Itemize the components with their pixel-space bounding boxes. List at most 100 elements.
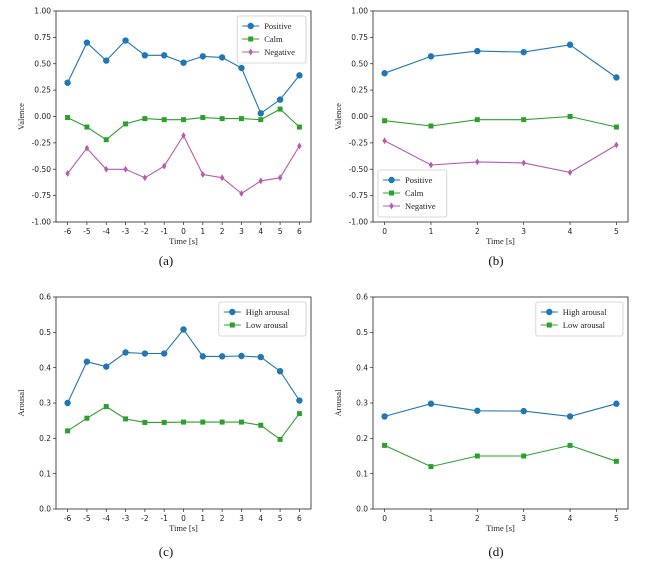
x-axis-label: Time [s] xyxy=(169,236,198,246)
x-tick-label: 2 xyxy=(220,227,225,236)
y-tick-label: 0.5 xyxy=(356,328,368,337)
x-tick-label: 6 xyxy=(297,514,302,523)
data-point xyxy=(258,117,264,123)
y-tick-label: 0.1 xyxy=(39,469,51,478)
y-tick-label: 0.5 xyxy=(39,328,51,337)
y-tick-label: -0.50 xyxy=(32,165,52,174)
data-point xyxy=(474,453,480,459)
x-tick-label: 5 xyxy=(278,514,283,523)
x-tick-label: 3 xyxy=(521,514,526,523)
y-tick-label: -0.50 xyxy=(349,165,369,174)
data-point xyxy=(613,74,620,81)
data-point xyxy=(142,116,148,122)
data-point xyxy=(64,79,71,86)
y-tick-label: 0.6 xyxy=(356,293,368,302)
data-point xyxy=(219,174,225,182)
data-point xyxy=(296,411,302,417)
y-tick-label: 0.25 xyxy=(351,86,368,95)
x-tick-label: 3 xyxy=(239,514,244,523)
data-point xyxy=(277,436,283,442)
data-point xyxy=(382,137,387,145)
legend: Positive Calm Negative xyxy=(236,15,307,64)
data-point xyxy=(257,110,264,117)
series-line-0 xyxy=(67,328,300,404)
chart-panel-4: 0.0 0.1 0.2 0.3 0.4 0.5 0.6 0 1 2 3 4 5 Time [s] Arous… xyxy=(333,293,629,559)
y-tick-label: 0.0 xyxy=(39,505,51,514)
legend-label: Positive xyxy=(264,21,292,31)
data-point xyxy=(567,114,573,119)
data-point xyxy=(613,124,619,130)
data-point xyxy=(382,118,388,124)
y-tick-label: 0.2 xyxy=(39,434,51,443)
x-tick-label: 5 xyxy=(278,227,283,236)
data-point xyxy=(257,353,264,361)
data-point xyxy=(258,177,263,185)
data-point xyxy=(381,413,388,420)
data-point xyxy=(65,428,71,434)
x-tick-label: -3 xyxy=(122,227,130,236)
data-point xyxy=(474,47,481,55)
data-point xyxy=(84,144,90,152)
data-point xyxy=(277,174,283,182)
panel-caption: (b) xyxy=(488,253,503,268)
data-point xyxy=(614,141,619,149)
data-point xyxy=(277,106,283,112)
series-line-2 xyxy=(67,134,300,195)
x-tick-label: 3 xyxy=(521,227,526,236)
panel-caption: (c) xyxy=(159,544,173,559)
data-point xyxy=(180,326,187,333)
legend-box xyxy=(377,169,448,218)
y-tick-label: -0.75 xyxy=(349,191,369,200)
data-point xyxy=(123,416,129,422)
data-point xyxy=(84,124,90,130)
panel-caption: (a) xyxy=(159,253,173,268)
legend: Positive Calm Negative xyxy=(377,169,448,218)
data-point xyxy=(200,419,206,425)
data-point xyxy=(141,350,149,357)
data-point xyxy=(520,48,527,56)
x-tick-label: 5 xyxy=(614,514,619,523)
data-point xyxy=(238,419,244,425)
legend-marker xyxy=(546,322,552,328)
y-tick-label: -1.00 xyxy=(349,218,369,227)
legend-label: Low arousal xyxy=(563,320,606,330)
data-point xyxy=(218,353,226,360)
data-point xyxy=(521,117,527,123)
y-tick-label: 0.6 xyxy=(39,293,51,302)
series-line-0 xyxy=(384,403,617,417)
x-tick-label: 2 xyxy=(475,514,480,523)
panel-caption: (d) xyxy=(488,544,503,559)
data-point xyxy=(104,165,109,173)
y-tick-label: 0.75 xyxy=(351,33,368,42)
y-tick-label: 1.00 xyxy=(34,7,51,16)
data-point xyxy=(181,132,186,139)
x-tick-label: -4 xyxy=(102,514,110,523)
x-tick-label: -2 xyxy=(141,227,149,236)
data-point xyxy=(427,53,435,60)
y-axis-label: Arousal xyxy=(16,389,26,417)
data-point xyxy=(566,413,574,420)
data-point xyxy=(199,53,207,60)
y-tick-label: 0.00 xyxy=(34,112,51,121)
data-point xyxy=(276,368,284,375)
x-tick-label: -1 xyxy=(160,227,168,236)
data-point xyxy=(238,64,245,72)
x-tick-label: -1 xyxy=(160,514,168,523)
y-axis-label: Arousal xyxy=(333,389,343,417)
data-point xyxy=(475,158,480,166)
x-tick-label: -6 xyxy=(64,514,72,523)
data-point xyxy=(218,54,226,61)
data-point xyxy=(180,59,187,66)
x-tick-label: 1 xyxy=(200,514,205,523)
data-point xyxy=(123,121,129,127)
data-point xyxy=(567,442,573,448)
data-point xyxy=(103,404,109,410)
data-point xyxy=(219,116,225,122)
data-point xyxy=(566,41,574,48)
data-point xyxy=(297,142,302,150)
y-tick-label: 0.1 xyxy=(356,469,368,478)
legend-marker xyxy=(229,322,235,328)
data-point xyxy=(520,407,527,415)
y-tick-label: -1.00 xyxy=(32,218,52,227)
x-axis-label: Time [s] xyxy=(486,236,515,246)
